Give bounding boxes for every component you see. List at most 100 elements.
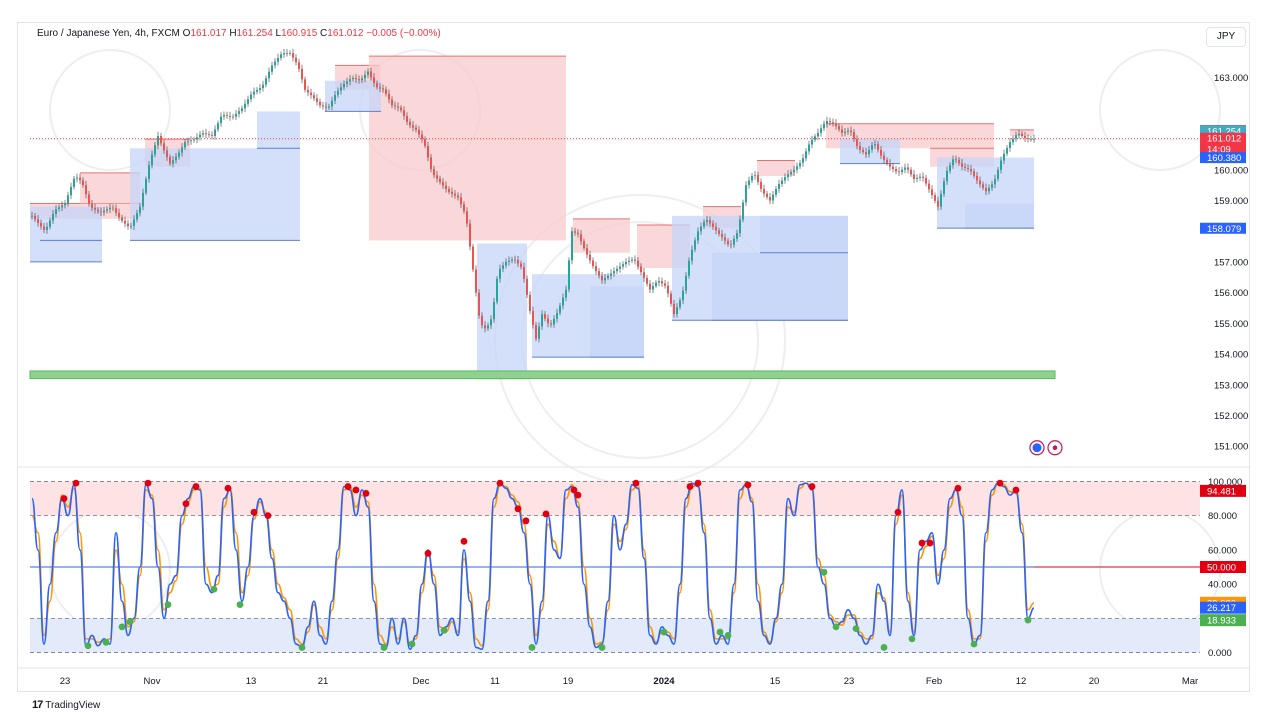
candle-down: [637, 260, 639, 267]
candle-down: [898, 171, 900, 173]
candle-up: [1000, 160, 1002, 170]
candle-up: [181, 147, 183, 153]
osc-label-4: 18.933: [1207, 616, 1236, 627]
oscillator-pane[interactable]: [30, 479, 1200, 653]
candle-up: [1003, 153, 1005, 161]
candle-down: [34, 215, 36, 220]
candle-up: [754, 175, 756, 176]
candle-down: [112, 207, 114, 209]
candle-down: [397, 106, 399, 108]
candle-up: [844, 131, 846, 133]
candle-up: [607, 275, 609, 279]
candle-down: [430, 157, 432, 170]
currency-button[interactable]: JPY: [1206, 27, 1246, 47]
candle-up: [553, 318, 555, 325]
chart-header: Euro / Japanese Yen, 4h, FXCM O161.017 H…: [37, 28, 441, 39]
trough-marker: [970, 640, 978, 648]
candle-down: [160, 135, 162, 144]
peak-marker: [954, 484, 962, 492]
candle-down: [226, 115, 228, 117]
candle-up: [997, 169, 999, 179]
candle-down: [394, 105, 396, 107]
candle-up: [904, 167, 906, 170]
candle-up: [1006, 147, 1008, 154]
candle-down: [859, 145, 861, 150]
candle-down: [925, 177, 927, 184]
candle-up: [1030, 139, 1032, 140]
trough-marker: [598, 644, 606, 651]
candle-down: [967, 167, 969, 170]
price-label-box-3: [1200, 152, 1246, 164]
candle-up: [49, 220, 51, 227]
candle-up: [919, 176, 921, 178]
candle-down: [934, 195, 936, 201]
candle-up: [700, 226, 702, 232]
trough-marker: [660, 628, 668, 636]
candle-down: [433, 169, 435, 176]
candle-up: [223, 115, 225, 117]
candle-up: [1033, 139, 1035, 140]
candle-down: [166, 150, 168, 158]
candle-down: [403, 110, 405, 117]
peak-marker: [496, 479, 504, 487]
candle-up: [817, 132, 819, 137]
watermark-circle-2: [1099, 49, 1221, 171]
tradingview-brand[interactable]: 17 TradingView: [32, 699, 100, 711]
candle-down: [730, 244, 732, 246]
peak-marker: [542, 510, 550, 518]
supply-zone-8: [757, 160, 795, 176]
candle-up: [73, 178, 75, 187]
peak-marker: [1012, 486, 1020, 494]
price-pane[interactable]: [29, 48, 1200, 380]
candle-up: [949, 165, 951, 171]
price-tick-label: 157.000: [1214, 257, 1248, 268]
candle-up: [622, 264, 624, 267]
candle-down: [517, 259, 519, 264]
overbought-band: [30, 481, 1200, 516]
close-value: 161.012: [327, 28, 364, 39]
candle-up: [235, 113, 237, 117]
candle-down: [454, 193, 456, 196]
candle-up: [799, 162, 801, 167]
price-tick-label: 153.000: [1214, 380, 1248, 391]
demand-zone-10: [760, 215, 848, 253]
chart-icons[interactable]: [1029, 440, 1063, 456]
candle-down: [424, 139, 426, 146]
candle-up: [151, 154, 153, 166]
candle-up: [631, 259, 633, 261]
osc-tick-label: 100.000: [1208, 477, 1242, 488]
support-band: [29, 370, 1056, 380]
candle-down: [436, 175, 438, 179]
peak-marker: [144, 479, 152, 487]
candle-down: [574, 231, 576, 233]
candle-down: [970, 169, 972, 172]
price-tick-label: 163.000: [1214, 73, 1248, 84]
candle-up: [778, 183, 780, 189]
candle-down: [205, 133, 207, 135]
candle-down: [664, 283, 666, 286]
candle-up: [52, 214, 54, 221]
x-tick-label: Mar: [1182, 676, 1198, 687]
candle-down: [979, 180, 981, 185]
peak-marker: [182, 500, 190, 508]
peak-marker: [352, 486, 360, 494]
candle-down: [466, 211, 468, 224]
candle-up: [541, 314, 543, 327]
peak-marker: [996, 479, 1004, 487]
candle-up: [793, 169, 795, 173]
candle-down: [595, 266, 597, 272]
supply-zone-4: [369, 56, 566, 241]
candle-down: [976, 175, 978, 181]
candle-up: [268, 71, 270, 79]
candle-up: [136, 213, 138, 220]
candle-down: [85, 185, 87, 195]
x-tick-label: 19: [563, 676, 574, 687]
candle-up: [202, 133, 204, 135]
peak-marker: [72, 479, 80, 487]
candle-up: [682, 290, 684, 301]
candle-up: [283, 53, 285, 55]
candle-up: [784, 177, 786, 181]
candle-down: [313, 95, 315, 99]
trough-marker: [852, 625, 860, 633]
